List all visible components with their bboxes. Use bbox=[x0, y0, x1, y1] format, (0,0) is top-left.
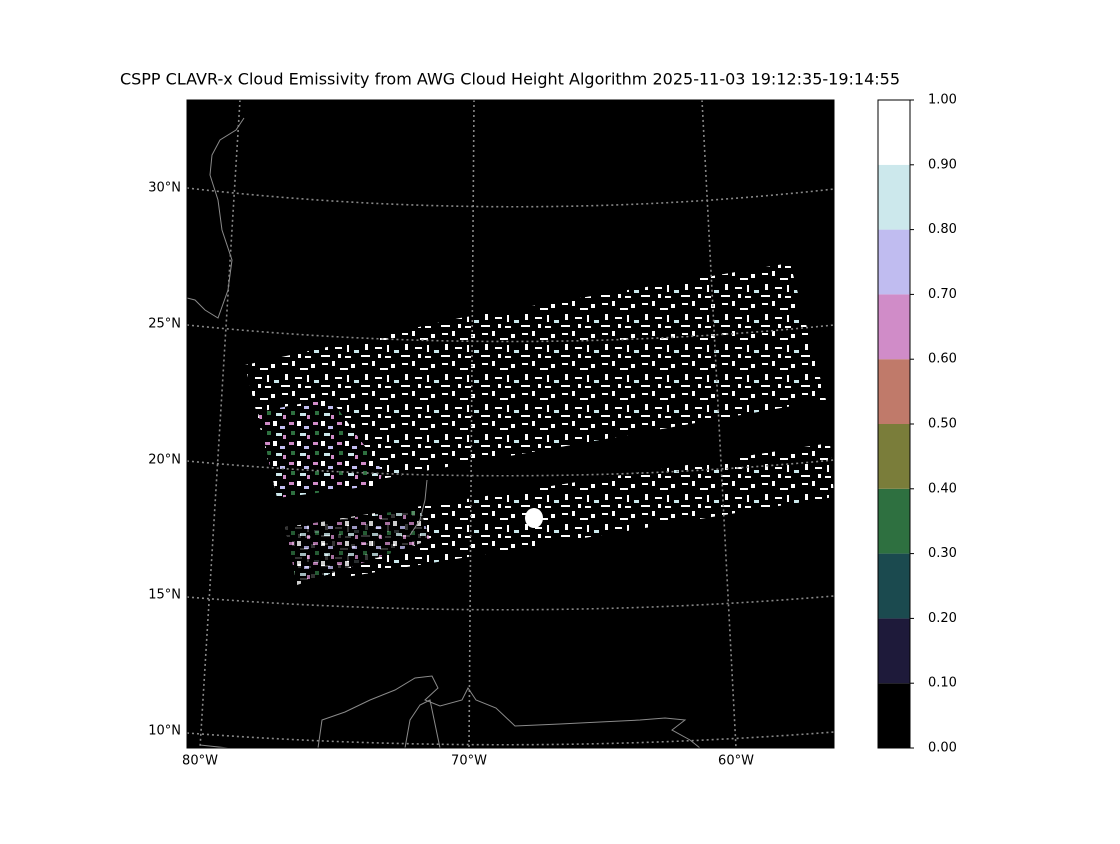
lat-label: 20°N bbox=[148, 453, 181, 468]
lon-grid-line bbox=[468, 100, 475, 748]
lat-grid-line bbox=[187, 324, 834, 343]
lon-grid-line bbox=[701, 100, 737, 748]
lat-grid-line bbox=[187, 459, 834, 477]
map bbox=[187, 100, 834, 748]
colorbar-swatch bbox=[878, 553, 910, 619]
map-frame bbox=[186, 99, 835, 749]
cloud-swath bbox=[258, 398, 382, 498]
lat-label: 25°N bbox=[148, 317, 181, 332]
lat-label: 30°N bbox=[148, 181, 181, 196]
lon-label: 70°W bbox=[451, 754, 487, 769]
colorbar-swatch bbox=[878, 618, 910, 684]
chart-title: CSPP CLAVR-x Cloud Emissivity from AWG C… bbox=[120, 70, 900, 89]
colorbar-tick-label: 0.70 bbox=[928, 287, 957, 302]
lat-grid-line bbox=[187, 595, 834, 611]
lon-label: 60°W bbox=[718, 754, 754, 769]
lon-grid-line bbox=[199, 100, 241, 748]
colorbar-tick-label: 0.10 bbox=[928, 676, 957, 691]
colorbar-swatch bbox=[878, 488, 910, 554]
cloud-swath bbox=[285, 443, 834, 585]
colorbar-swatch bbox=[878, 164, 910, 230]
colorbar-tick-label: 0.80 bbox=[928, 222, 957, 237]
cloud-swath bbox=[285, 508, 430, 585]
lat-grid-line bbox=[187, 187, 834, 208]
colorbar-swatch bbox=[878, 229, 910, 295]
cloud bbox=[525, 508, 543, 528]
colorbar-tick-label: 0.40 bbox=[928, 481, 957, 496]
coastline bbox=[317, 675, 701, 748]
colorbar-swatch bbox=[878, 359, 910, 424]
coastline bbox=[187, 117, 245, 319]
colorbar-swatch bbox=[878, 100, 910, 165]
colorbar-tick-label: 0.20 bbox=[928, 611, 957, 626]
cloud-swath bbox=[245, 263, 826, 498]
lat-grid-line bbox=[187, 731, 834, 746]
colorbar-tick-label: 1.00 bbox=[928, 93, 957, 108]
colorbar-tick-label: 0.30 bbox=[928, 546, 957, 561]
colorbar-tick-label: 0.00 bbox=[928, 741, 957, 756]
lat-label: 10°N bbox=[148, 724, 181, 739]
colorbar-tick-label: 0.90 bbox=[928, 157, 957, 172]
lat-label: 15°N bbox=[148, 588, 181, 603]
colorbar-tick-label: 0.50 bbox=[928, 417, 957, 432]
coastline bbox=[404, 699, 441, 748]
colorbar-swatch bbox=[878, 424, 910, 489]
colorbar-tick-label: 0.60 bbox=[928, 352, 957, 367]
coastline bbox=[409, 479, 428, 536]
lon-label: 80°W bbox=[182, 754, 218, 769]
colorbar-swatch bbox=[878, 683, 910, 748]
colorbar: 0.00 0.10 0.20 0.30 0.40 0.50 0.60 0.70 0.80 0.90… bbox=[877, 93, 957, 756]
colorbar-swatch bbox=[878, 294, 910, 360]
